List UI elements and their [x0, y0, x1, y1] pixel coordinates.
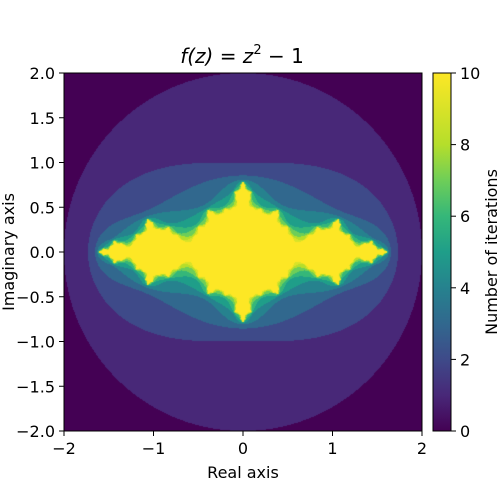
y-tick-label: 1.0 — [30, 154, 55, 173]
colorbar-tick-label: 0 — [460, 422, 470, 441]
x-tick-label: −1 — [142, 439, 166, 458]
y-tick-label: −2.0 — [16, 422, 55, 441]
x-tick-label: 1 — [327, 439, 337, 458]
colorbar-tick-label: 4 — [460, 279, 470, 298]
y-axis-label: Imaginary axis — [0, 193, 18, 311]
y-tick-label: 0.0 — [30, 243, 55, 262]
y-tick-label: 1.5 — [30, 109, 55, 128]
y-tick-label: 2.0 — [30, 64, 55, 83]
chart-title: f(z) = z2 − 1 — [180, 43, 304, 68]
x-tick-label: 2 — [417, 439, 427, 458]
fractal-heatmap — [64, 73, 422, 431]
colorbar-ticks: 0 2 4 6 8 10 — [451, 64, 480, 441]
colorbar-tick-label: 8 — [460, 136, 470, 155]
x-axis-label: Real axis — [207, 463, 279, 482]
colorbar-tick-label: 6 — [460, 207, 470, 226]
y-axis: 2.0 1.5 1.0 0.5 0.0 −0.5 −1.0 −1.5 −2.0 — [16, 64, 64, 441]
x-tick-label: −2 — [52, 439, 76, 458]
colorbar-tick-label: 10 — [460, 64, 480, 83]
colorbar-label: Number of iterations — [482, 169, 500, 335]
x-axis: −2 −1 0 1 2 — [52, 431, 427, 458]
x-tick-label: 0 — [238, 439, 248, 458]
plot-area — [63, 72, 423, 432]
y-tick-label: −1.0 — [16, 333, 55, 352]
colorbar-tick-label: 2 — [460, 350, 470, 369]
y-tick-label: −0.5 — [16, 288, 55, 307]
colorbar-gradient — [432, 72, 452, 432]
y-tick-label: 0.5 — [30, 198, 55, 217]
colorbar: 0 2 4 6 8 10 Number of iterations — [432, 64, 500, 441]
y-tick-label: −1.5 — [16, 377, 55, 396]
